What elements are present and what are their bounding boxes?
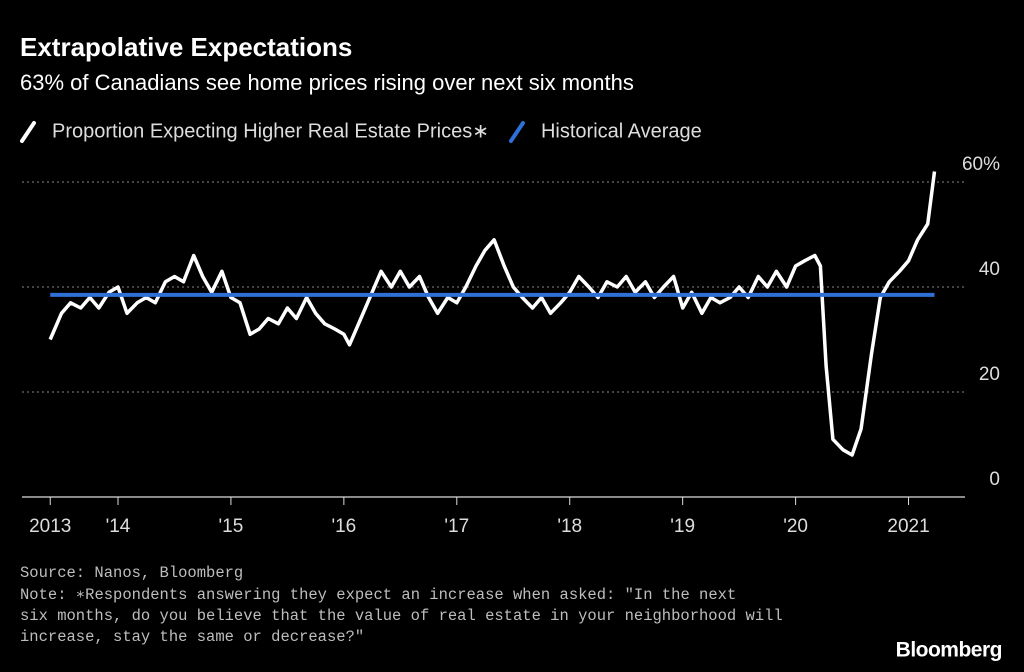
series-line: [48, 171, 937, 457]
y-tick-label: 40: [979, 259, 1000, 280]
x-tick-label: 2013: [29, 516, 71, 537]
x-tick-label: '20: [783, 516, 808, 537]
x-tick-label: '15: [219, 516, 244, 537]
note: increase, stay the same or decrease?": [20, 628, 364, 646]
y-tick-label: 60%: [962, 154, 1000, 175]
x-tick-label: '17: [444, 516, 469, 537]
source: Source: Nanos, Bloomberg: [20, 564, 243, 582]
legend-swatch: [20, 121, 36, 143]
note: Note: ∗Respondents answering they expect…: [20, 586, 736, 604]
x-tick-label: '16: [331, 516, 356, 537]
logo: Bloomberg: [896, 639, 1002, 662]
legend-swatch: [508, 121, 525, 143]
note: six months, do you believe that the valu…: [20, 607, 783, 625]
x-tick-label: '18: [557, 516, 582, 537]
legend-label: Proportion Expecting Higher Real Estate …: [52, 120, 489, 142]
chart-title: Extrapolative Expectations: [20, 32, 352, 62]
x-tick-label: '19: [670, 516, 695, 537]
x-tick-label: '14: [106, 516, 131, 537]
y-tick-label: 0: [989, 469, 1000, 490]
x-tick-label: 2021: [887, 516, 929, 537]
legend-label: Historical Average: [541, 120, 702, 142]
chart-subtitle: 63% of Canadians see home prices rising …: [20, 70, 634, 95]
y-tick-label: 20: [979, 364, 1000, 385]
